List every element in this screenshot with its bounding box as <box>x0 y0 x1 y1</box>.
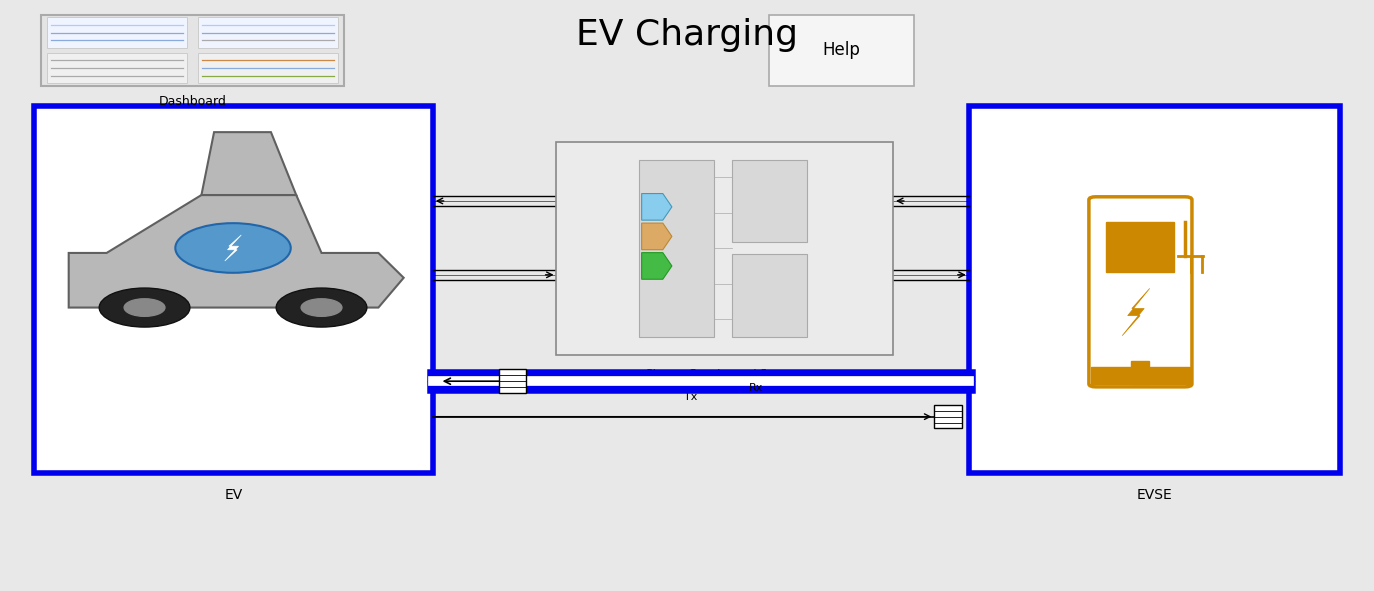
Text: EV: EV <box>224 488 243 502</box>
Bar <box>1106 222 1175 272</box>
Circle shape <box>301 299 342 316</box>
Polygon shape <box>202 132 297 195</box>
Bar <box>639 160 714 337</box>
Circle shape <box>176 223 291 273</box>
FancyBboxPatch shape <box>34 106 433 473</box>
Bar <box>198 17 338 48</box>
Polygon shape <box>1123 288 1150 336</box>
Text: Dashboard: Dashboard <box>158 95 227 108</box>
Polygon shape <box>69 195 404 307</box>
Text: Charge Coupler and Sensors: Charge Coupler and Sensors <box>646 369 804 379</box>
Bar <box>732 254 808 337</box>
FancyBboxPatch shape <box>41 15 344 86</box>
Bar <box>47 53 187 83</box>
Polygon shape <box>225 235 242 261</box>
Text: frmEVSE: frmEVSE <box>835 282 877 291</box>
Polygon shape <box>642 193 672 220</box>
Polygon shape <box>642 223 672 249</box>
Text: frmEV: frmEV <box>573 205 602 215</box>
FancyBboxPatch shape <box>556 142 893 355</box>
Bar <box>934 405 962 428</box>
Polygon shape <box>642 252 672 279</box>
Bar <box>198 53 338 83</box>
Text: Help: Help <box>823 41 860 59</box>
Circle shape <box>99 288 190 327</box>
Bar <box>732 160 808 242</box>
Text: Rx: Rx <box>749 383 763 393</box>
Bar <box>47 17 187 48</box>
Text: EVSE: EVSE <box>1136 488 1172 502</box>
Circle shape <box>276 288 367 327</box>
Text: Tx: Tx <box>684 392 697 402</box>
Text: toEVSE: toEVSE <box>842 205 877 215</box>
Bar <box>499 369 526 393</box>
FancyBboxPatch shape <box>769 15 914 86</box>
Bar <box>1091 367 1190 384</box>
FancyBboxPatch shape <box>969 106 1340 473</box>
Bar <box>1132 362 1150 384</box>
Text: toEV: toEV <box>573 282 595 291</box>
Text: EV Charging: EV Charging <box>576 18 798 52</box>
Circle shape <box>124 299 165 316</box>
